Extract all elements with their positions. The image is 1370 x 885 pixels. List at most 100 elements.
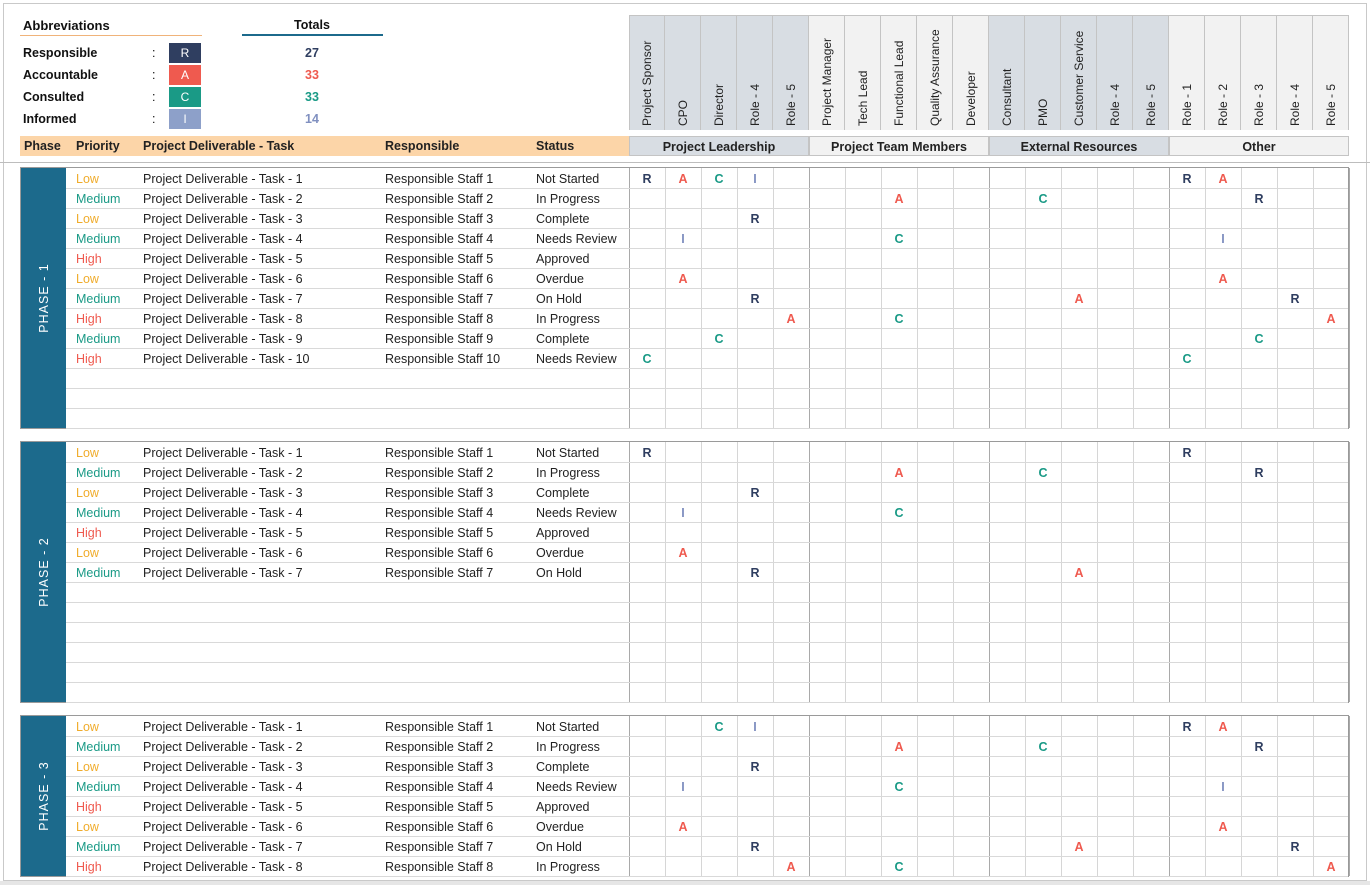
priority-cell[interactable]: Low [76,212,99,226]
task-cell[interactable]: Project Deliverable - Task - 1 [143,172,303,186]
raci-cell[interactable]: C [894,860,904,874]
priority-cell[interactable]: Low [76,172,99,186]
horizontal-scrollbar[interactable] [0,881,1370,885]
responsible-cell[interactable]: Responsible Staff 9 [385,332,494,346]
priority-cell[interactable]: Medium [76,740,121,754]
raci-cell[interactable]: R [750,486,760,500]
table-row[interactable]: High Project Deliverable - Task - 5 Respon… [66,797,1348,817]
table-row[interactable]: Low Project Deliverable - Task - 1 Respons… [66,717,1348,737]
table-row[interactable]: Low Project Deliverable - Task - 1 Respons… [66,169,1348,189]
table-row[interactable] [66,623,1348,643]
responsible-cell[interactable]: Responsible Staff 4 [385,506,494,520]
responsible-cell[interactable]: Responsible Staff 10 [385,352,501,366]
table-row[interactable] [66,583,1348,603]
task-cell[interactable]: Project Deliverable - Task - 7 [143,292,303,306]
responsible-cell[interactable]: Responsible Staff 7 [385,292,494,306]
table-row[interactable] [66,643,1348,663]
priority-cell[interactable]: Medium [76,192,121,206]
responsible-cell[interactable]: Responsible Staff 4 [385,780,494,794]
task-cell[interactable]: Project Deliverable - Task - 2 [143,740,303,754]
task-cell[interactable]: Project Deliverable - Task - 7 [143,566,303,580]
responsible-cell[interactable]: Responsible Staff 4 [385,232,494,246]
status-cell[interactable]: Complete [536,332,590,346]
raci-cell[interactable]: A [678,172,688,186]
status-cell[interactable]: In Progress [536,312,600,326]
task-cell[interactable]: Project Deliverable - Task - 2 [143,466,303,480]
task-cell[interactable]: Project Deliverable - Task - 4 [143,780,303,794]
status-cell[interactable]: Approved [536,800,590,814]
status-cell[interactable]: In Progress [536,192,600,206]
table-row[interactable]: Low Project Deliverable - Task - 6 Respons… [66,269,1348,289]
priority-cell[interactable]: Low [76,546,99,560]
task-cell[interactable]: Project Deliverable - Task - 6 [143,820,303,834]
table-row[interactable]: Medium Project Deliverable - Task - 7 Resp… [66,837,1348,857]
responsible-cell[interactable]: Responsible Staff 8 [385,860,494,874]
priority-cell[interactable]: Medium [76,566,121,580]
raci-cell[interactable]: A [678,546,688,560]
raci-cell[interactable]: C [714,172,724,186]
raci-cell[interactable]: A [1326,312,1336,326]
raci-cell[interactable]: A [894,466,904,480]
priority-cell[interactable]: Medium [76,232,121,246]
raci-cell[interactable]: I [681,232,685,246]
responsible-cell[interactable]: Responsible Staff 1 [385,720,494,734]
task-cell[interactable]: Project Deliverable - Task - 2 [143,192,303,206]
task-cell[interactable]: Project Deliverable - Task - 7 [143,840,303,854]
raci-cell[interactable]: R [1182,446,1192,460]
responsible-cell[interactable]: Responsible Staff 5 [385,252,494,266]
raci-cell[interactable]: A [894,740,904,754]
status-cell[interactable]: Not Started [536,720,600,734]
priority-cell[interactable]: High [76,252,102,266]
status-cell[interactable]: In Progress [536,860,600,874]
task-cell[interactable]: Project Deliverable - Task - 6 [143,546,303,560]
task-cell[interactable]: Project Deliverable - Task - 3 [143,760,303,774]
task-cell[interactable]: Project Deliverable - Task - 6 [143,272,303,286]
table-row[interactable]: High Project Deliverable - Task - 5 Respon… [66,249,1348,269]
status-cell[interactable]: On Hold [536,292,582,306]
priority-cell[interactable]: Medium [76,466,121,480]
task-cell[interactable]: Project Deliverable - Task - 3 [143,212,303,226]
task-cell[interactable]: Project Deliverable - Task - 10 [143,352,310,366]
status-cell[interactable]: Overdue [536,546,584,560]
raci-cell[interactable]: C [894,312,904,326]
table-row[interactable]: High Project Deliverable - Task - 8 Respon… [66,857,1348,877]
status-cell[interactable]: Overdue [536,272,584,286]
responsible-cell[interactable]: Responsible Staff 1 [385,446,494,460]
raci-cell[interactable]: C [1038,192,1048,206]
table-row[interactable]: Low Project Deliverable - Task - 1 Respons… [66,443,1348,463]
table-row[interactable]: Medium Project Deliverable - Task - 9 Resp… [66,329,1348,349]
raci-cell[interactable]: R [1290,292,1300,306]
priority-cell[interactable]: Low [76,272,99,286]
raci-cell[interactable]: C [1038,740,1048,754]
table-row[interactable]: Medium Project Deliverable - Task - 4 Resp… [66,777,1348,797]
task-cell[interactable]: Project Deliverable - Task - 1 [143,446,303,460]
table-row[interactable]: Low Project Deliverable - Task - 3 Respons… [66,483,1348,503]
table-row[interactable]: Medium Project Deliverable - Task - 4 Resp… [66,229,1348,249]
task-cell[interactable]: Project Deliverable - Task - 1 [143,720,303,734]
raci-cell[interactable]: A [1074,292,1084,306]
raci-cell[interactable]: R [750,566,760,580]
raci-cell[interactable]: C [1254,332,1264,346]
responsible-cell[interactable]: Responsible Staff 2 [385,740,494,754]
raci-cell[interactable]: C [894,506,904,520]
responsible-cell[interactable]: Responsible Staff 7 [385,566,494,580]
table-row[interactable] [66,683,1348,703]
raci-cell[interactable]: R [1182,720,1192,734]
responsible-cell[interactable]: Responsible Staff 3 [385,212,494,226]
raci-cell[interactable]: A [1074,840,1084,854]
status-cell[interactable]: In Progress [536,740,600,754]
responsible-cell[interactable]: Responsible Staff 5 [385,526,494,540]
priority-cell[interactable]: Medium [76,292,121,306]
raci-cell[interactable]: C [894,232,904,246]
status-cell[interactable]: Not Started [536,446,600,460]
raci-cell[interactable]: C [714,720,724,734]
raci-cell[interactable]: A [1218,172,1228,186]
table-row[interactable]: Medium Project Deliverable - Task - 2 Resp… [66,189,1348,209]
table-row[interactable]: High Project Deliverable - Task - 10 Respo… [66,349,1348,369]
responsible-cell[interactable]: Responsible Staff 5 [385,800,494,814]
raci-cell[interactable]: A [786,860,796,874]
table-row[interactable]: Low Project Deliverable - Task - 3 Respons… [66,757,1348,777]
priority-cell[interactable]: Low [76,720,99,734]
raci-cell[interactable]: C [642,352,652,366]
priority-cell[interactable]: Low [76,446,99,460]
